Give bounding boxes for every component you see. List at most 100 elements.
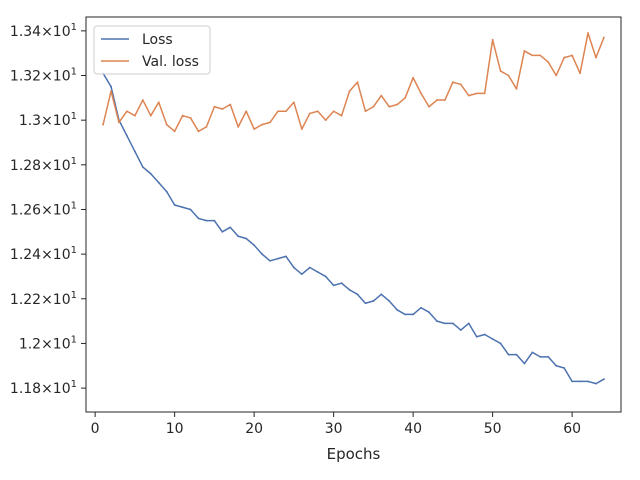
data-point [173,130,176,133]
data-point [420,306,422,309]
data-point [444,322,446,325]
data-point [555,74,558,77]
data-point [118,121,120,124]
data-point [229,103,232,106]
data-point [603,36,605,39]
data-point [571,380,574,383]
series-layer [102,32,605,385]
data-point [388,105,391,108]
data-point [380,293,383,296]
data-point [308,266,311,269]
data-point [444,99,446,101]
data-point [603,378,605,381]
y-tick-label: 1.2×101 [19,334,77,352]
data-point [261,253,263,256]
series-line-loss [102,72,605,385]
data-point [181,206,184,209]
data-point [459,83,462,86]
data-point [102,123,104,126]
data-point [364,110,367,113]
data-point [300,128,303,130]
data-point [340,114,343,117]
x-tick-label: 50 [484,421,502,437]
data-point [587,32,589,34]
data-point [499,342,502,345]
x-tick-label: 0 [91,421,100,437]
legend-frame [93,25,211,75]
x-tick-label: 60 [563,421,581,437]
data-point [459,329,462,331]
x-axis: 0 10 20 30 40 50 60 [91,412,581,437]
data-point [300,273,303,276]
data-point [292,266,295,269]
data-point [253,128,256,130]
y-tick-label: 1.26×101 [10,200,77,218]
data-point [157,101,160,104]
data-point [555,364,558,367]
data-point [173,204,176,206]
data-point [531,351,534,354]
data-point [197,217,200,220]
data-point [428,311,430,314]
data-point [523,362,526,365]
x-axis-title: Epochs [327,445,381,463]
data-point [507,74,510,77]
data-point [205,125,208,128]
y-axis: 1.18×101 1.2×101 1.22×101 1.24×101 1.26×101 1… [10,22,86,397]
data-point [539,54,542,57]
data-point [324,119,327,122]
data-point [245,237,248,240]
data-point [348,90,351,93]
data-point [388,300,391,302]
data-point [149,172,152,175]
data-point [340,282,343,285]
data-point [587,380,589,383]
data-point [467,322,470,325]
y-tick-label: 1.34×101 [10,22,77,40]
data-point [213,219,216,222]
y-tick-label: 1.18×101 [10,379,77,397]
data-point [126,134,128,137]
data-point [189,208,192,211]
data-point [531,54,534,57]
data-point [316,110,319,113]
data-point [396,309,399,311]
series-loss [102,72,605,385]
data-point [237,125,240,128]
data-point [372,300,375,302]
data-point [412,76,415,79]
x-tick-label: 20 [245,421,263,437]
data-point [229,226,232,229]
x-tick-label: 40 [404,421,422,437]
data-point [197,130,200,133]
series-line-val-loss [102,32,605,133]
data-point [269,259,271,262]
data-point [547,61,550,63]
data-point [189,117,192,119]
data-point [491,38,494,41]
data-point [165,123,168,126]
data-point [213,105,216,108]
y-tick-label: 1.24×101 [10,245,77,263]
data-point [515,88,518,90]
data-point [467,94,470,97]
data-point [475,92,478,95]
data-point [324,275,327,278]
data-point [372,105,375,108]
data-point [563,367,566,369]
data-point [332,110,335,113]
data-point [316,271,319,273]
data-point [141,166,144,168]
data-point [133,150,136,153]
data-point [595,382,597,385]
data-point [404,313,407,316]
legend: Loss Val. loss [93,25,211,75]
data-point [483,92,486,95]
data-point [380,94,383,97]
data-point [292,101,295,104]
data-point [285,110,287,113]
data-point [261,123,263,126]
data-point [245,110,248,113]
data-point [436,320,438,323]
